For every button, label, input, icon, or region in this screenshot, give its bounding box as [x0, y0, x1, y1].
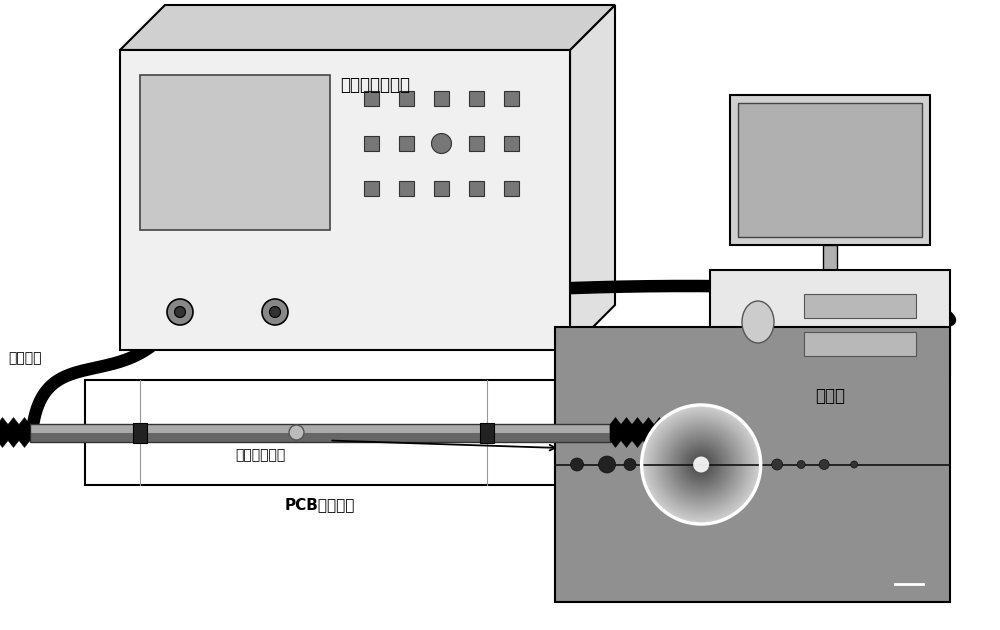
Circle shape	[665, 428, 737, 500]
FancyBboxPatch shape	[480, 423, 494, 442]
Circle shape	[643, 406, 759, 522]
Circle shape	[685, 449, 717, 481]
FancyBboxPatch shape	[469, 136, 484, 151]
Circle shape	[681, 445, 721, 484]
Circle shape	[570, 458, 584, 471]
Circle shape	[675, 438, 727, 491]
FancyBboxPatch shape	[120, 50, 570, 350]
Circle shape	[697, 461, 705, 469]
Text: 同轴电缆: 同轴电缆	[8, 351, 42, 365]
Circle shape	[695, 459, 707, 471]
FancyBboxPatch shape	[140, 75, 330, 230]
Circle shape	[679, 442, 723, 486]
FancyBboxPatch shape	[434, 91, 449, 106]
FancyBboxPatch shape	[804, 294, 916, 318]
Circle shape	[653, 416, 749, 512]
Circle shape	[289, 425, 304, 440]
FancyBboxPatch shape	[804, 332, 916, 356]
Polygon shape	[0, 418, 8, 447]
Text: PCB测试元件: PCB测试元件	[285, 497, 355, 512]
Circle shape	[797, 461, 805, 469]
Circle shape	[691, 454, 711, 474]
Circle shape	[661, 425, 741, 505]
FancyBboxPatch shape	[364, 136, 379, 151]
Circle shape	[683, 447, 719, 483]
Circle shape	[819, 459, 829, 469]
FancyBboxPatch shape	[504, 136, 519, 151]
Circle shape	[671, 435, 731, 495]
Circle shape	[655, 418, 747, 510]
Polygon shape	[632, 418, 643, 447]
Circle shape	[693, 457, 709, 472]
FancyBboxPatch shape	[85, 380, 555, 485]
Text: 计算机: 计算机	[815, 387, 845, 405]
FancyBboxPatch shape	[30, 433, 610, 442]
Circle shape	[699, 462, 703, 466]
Circle shape	[270, 307, 280, 318]
FancyBboxPatch shape	[555, 327, 950, 602]
Polygon shape	[610, 418, 621, 447]
Circle shape	[663, 427, 739, 503]
Circle shape	[659, 423, 743, 507]
Circle shape	[677, 440, 725, 488]
Text: 矢量网络分析仪: 矢量网络分析仪	[340, 76, 410, 94]
Text: 待测磁性纤维: 待测磁性纤维	[235, 449, 286, 462]
Circle shape	[624, 459, 636, 471]
FancyBboxPatch shape	[399, 181, 414, 196]
Circle shape	[645, 408, 757, 520]
FancyBboxPatch shape	[730, 95, 930, 245]
Circle shape	[262, 299, 288, 325]
FancyBboxPatch shape	[504, 181, 519, 196]
Circle shape	[772, 459, 783, 470]
Circle shape	[598, 456, 616, 473]
Circle shape	[693, 457, 709, 472]
FancyBboxPatch shape	[364, 91, 379, 106]
FancyBboxPatch shape	[133, 423, 147, 442]
FancyBboxPatch shape	[434, 181, 449, 196]
Polygon shape	[643, 418, 654, 447]
Circle shape	[667, 430, 735, 498]
Polygon shape	[654, 418, 665, 447]
FancyBboxPatch shape	[710, 270, 950, 375]
FancyBboxPatch shape	[364, 181, 379, 196]
Circle shape	[687, 450, 715, 479]
Circle shape	[851, 461, 858, 468]
Ellipse shape	[742, 301, 774, 343]
Circle shape	[167, 299, 193, 325]
Polygon shape	[19, 418, 30, 447]
Polygon shape	[621, 418, 632, 447]
FancyBboxPatch shape	[399, 91, 414, 106]
Circle shape	[647, 411, 755, 518]
FancyBboxPatch shape	[738, 103, 922, 237]
FancyBboxPatch shape	[399, 136, 414, 151]
Circle shape	[669, 433, 733, 496]
FancyBboxPatch shape	[469, 91, 484, 106]
Circle shape	[174, 307, 185, 318]
Circle shape	[673, 437, 729, 493]
FancyBboxPatch shape	[30, 424, 610, 433]
Circle shape	[651, 415, 751, 515]
Circle shape	[649, 413, 753, 517]
Polygon shape	[8, 418, 19, 447]
FancyBboxPatch shape	[504, 91, 519, 106]
Polygon shape	[823, 245, 837, 283]
Circle shape	[657, 420, 745, 508]
Circle shape	[432, 134, 452, 154]
Circle shape	[689, 452, 713, 476]
Polygon shape	[120, 5, 615, 50]
Polygon shape	[570, 5, 615, 350]
FancyBboxPatch shape	[469, 181, 484, 196]
